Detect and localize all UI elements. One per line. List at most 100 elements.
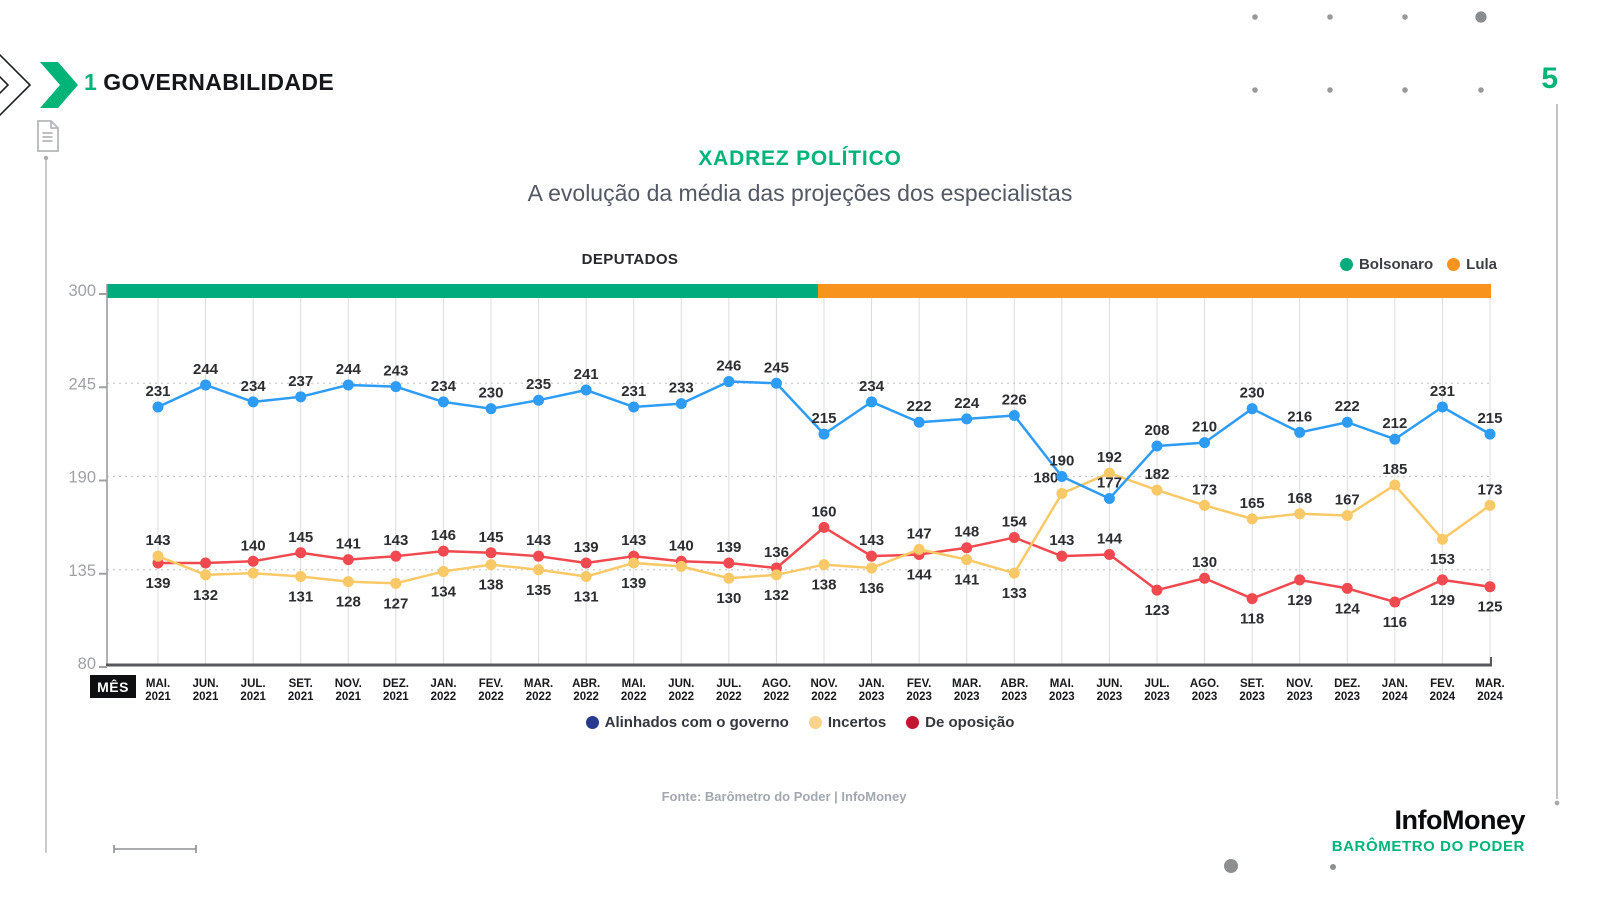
data-point	[1341, 416, 1353, 428]
president-bar-bolsonaro	[107, 284, 818, 298]
x-tick-month: MAI.	[622, 678, 646, 690]
data-point	[675, 398, 687, 410]
x-axis-label: MÊS	[97, 678, 129, 695]
x-tick-year: 2024	[1477, 691, 1503, 703]
data-label: 129	[1430, 592, 1455, 609]
data-point	[723, 376, 735, 388]
data-point	[533, 550, 545, 562]
data-point	[961, 413, 973, 425]
x-tick-month: MAI.	[1050, 678, 1074, 690]
x-tick-year: 2023	[1001, 691, 1027, 703]
data-point	[295, 391, 307, 403]
data-point	[1484, 428, 1496, 440]
data-point	[1199, 437, 1211, 449]
data-point	[485, 547, 497, 559]
data-label: 153	[1430, 551, 1455, 568]
data-label: 143	[145, 532, 170, 549]
data-point	[675, 560, 687, 572]
data-point	[818, 428, 830, 440]
x-tick-year: 2022	[716, 691, 742, 703]
data-label: 143	[621, 532, 646, 549]
data-label: 129	[1287, 592, 1312, 609]
data-label: 127	[383, 595, 408, 612]
data-label: 208	[1144, 422, 1169, 439]
data-label: 139	[145, 575, 170, 592]
data-point	[1056, 550, 1068, 562]
x-tick-year: 2021	[335, 691, 361, 703]
data-label: 245	[764, 359, 789, 376]
x-tick-month: AGO.	[762, 678, 791, 690]
data-label: 165	[1240, 495, 1265, 512]
chart-subtitle: A evolução da média das projeções dos es…	[527, 180, 1073, 206]
x-tick-year: 2021	[288, 691, 314, 703]
chart-title: XADREZ POLÍTICO	[698, 147, 902, 170]
data-point	[866, 396, 878, 408]
data-point	[1294, 426, 1306, 438]
x-tick-month: MAR.	[524, 678, 553, 690]
legend-label-alinhados: Alinhados com o governo	[604, 714, 789, 731]
x-tick-month: JAN.	[430, 678, 456, 690]
data-label: 130	[716, 590, 741, 607]
data-label: 140	[669, 537, 694, 554]
section-header: 1 GOVERNABILIDADE	[84, 69, 334, 96]
data-label: 145	[288, 529, 313, 546]
x-tick-month: DEZ.	[1334, 678, 1360, 690]
data-point	[1056, 487, 1068, 499]
data-point	[1008, 532, 1020, 544]
data-point	[913, 416, 925, 428]
data-point	[247, 567, 259, 579]
data-point	[1389, 433, 1401, 445]
data-label: 143	[859, 532, 884, 549]
data-point	[1246, 513, 1258, 525]
data-label: 139	[621, 575, 646, 592]
x-tick-month: MAR.	[952, 678, 981, 690]
data-label: 226	[1002, 391, 1027, 408]
data-point	[628, 401, 640, 413]
data-label: 132	[193, 587, 218, 604]
data-label: 210	[1192, 419, 1217, 436]
footer-dots	[1224, 859, 1336, 873]
x-tick-year: 2021	[193, 691, 219, 703]
data-label: 116	[1383, 614, 1407, 631]
data-point	[770, 377, 782, 389]
data-label: 139	[716, 539, 741, 556]
product-name: BARÔMETRO DO PODER	[1331, 837, 1525, 855]
data-point	[437, 565, 449, 577]
data-point	[295, 571, 307, 583]
data-point	[1246, 403, 1258, 415]
data-label: 192	[1097, 449, 1122, 466]
data-label: 136	[764, 544, 789, 561]
data-point	[1294, 508, 1306, 520]
legend-item-oposicao: De oposição	[906, 714, 1014, 731]
x-tick-year: 2022	[668, 691, 694, 703]
data-point	[1436, 574, 1448, 586]
data-label: 146	[431, 527, 456, 544]
data-point	[1103, 467, 1115, 479]
axes: 80 135 190 245 300	[68, 282, 1492, 673]
data-label: 128	[336, 594, 361, 611]
data-label: 222	[907, 398, 932, 415]
data-label: 246	[716, 358, 741, 375]
data-label: 231	[145, 383, 170, 400]
x-tick-month: JUL.	[1145, 678, 1170, 690]
data-label: 131	[574, 589, 599, 606]
data-label: 173	[1477, 481, 1502, 498]
data-label: 177	[1097, 475, 1122, 492]
data-label: 237	[288, 373, 313, 390]
x-tick-year: 2023	[1239, 691, 1265, 703]
data-label: 241	[574, 366, 599, 383]
data-label: 230	[1240, 385, 1265, 402]
data-point	[342, 576, 354, 588]
legend-label-lula: Lula	[1466, 256, 1497, 273]
vertical-gridlines	[157, 298, 1491, 665]
legend-item-alinhados: Alinhados com o governo	[585, 714, 789, 731]
data-label: 134	[431, 583, 457, 600]
x-tick-month: JUL.	[241, 678, 266, 690]
green-chevron-icon	[40, 62, 78, 108]
data-label: 234	[431, 378, 457, 395]
data-label: 135	[526, 582, 551, 599]
x-tick-year: 2022	[526, 691, 552, 703]
legend-dot-alinhados	[585, 716, 599, 729]
x-axis-label-box	[90, 675, 136, 698]
